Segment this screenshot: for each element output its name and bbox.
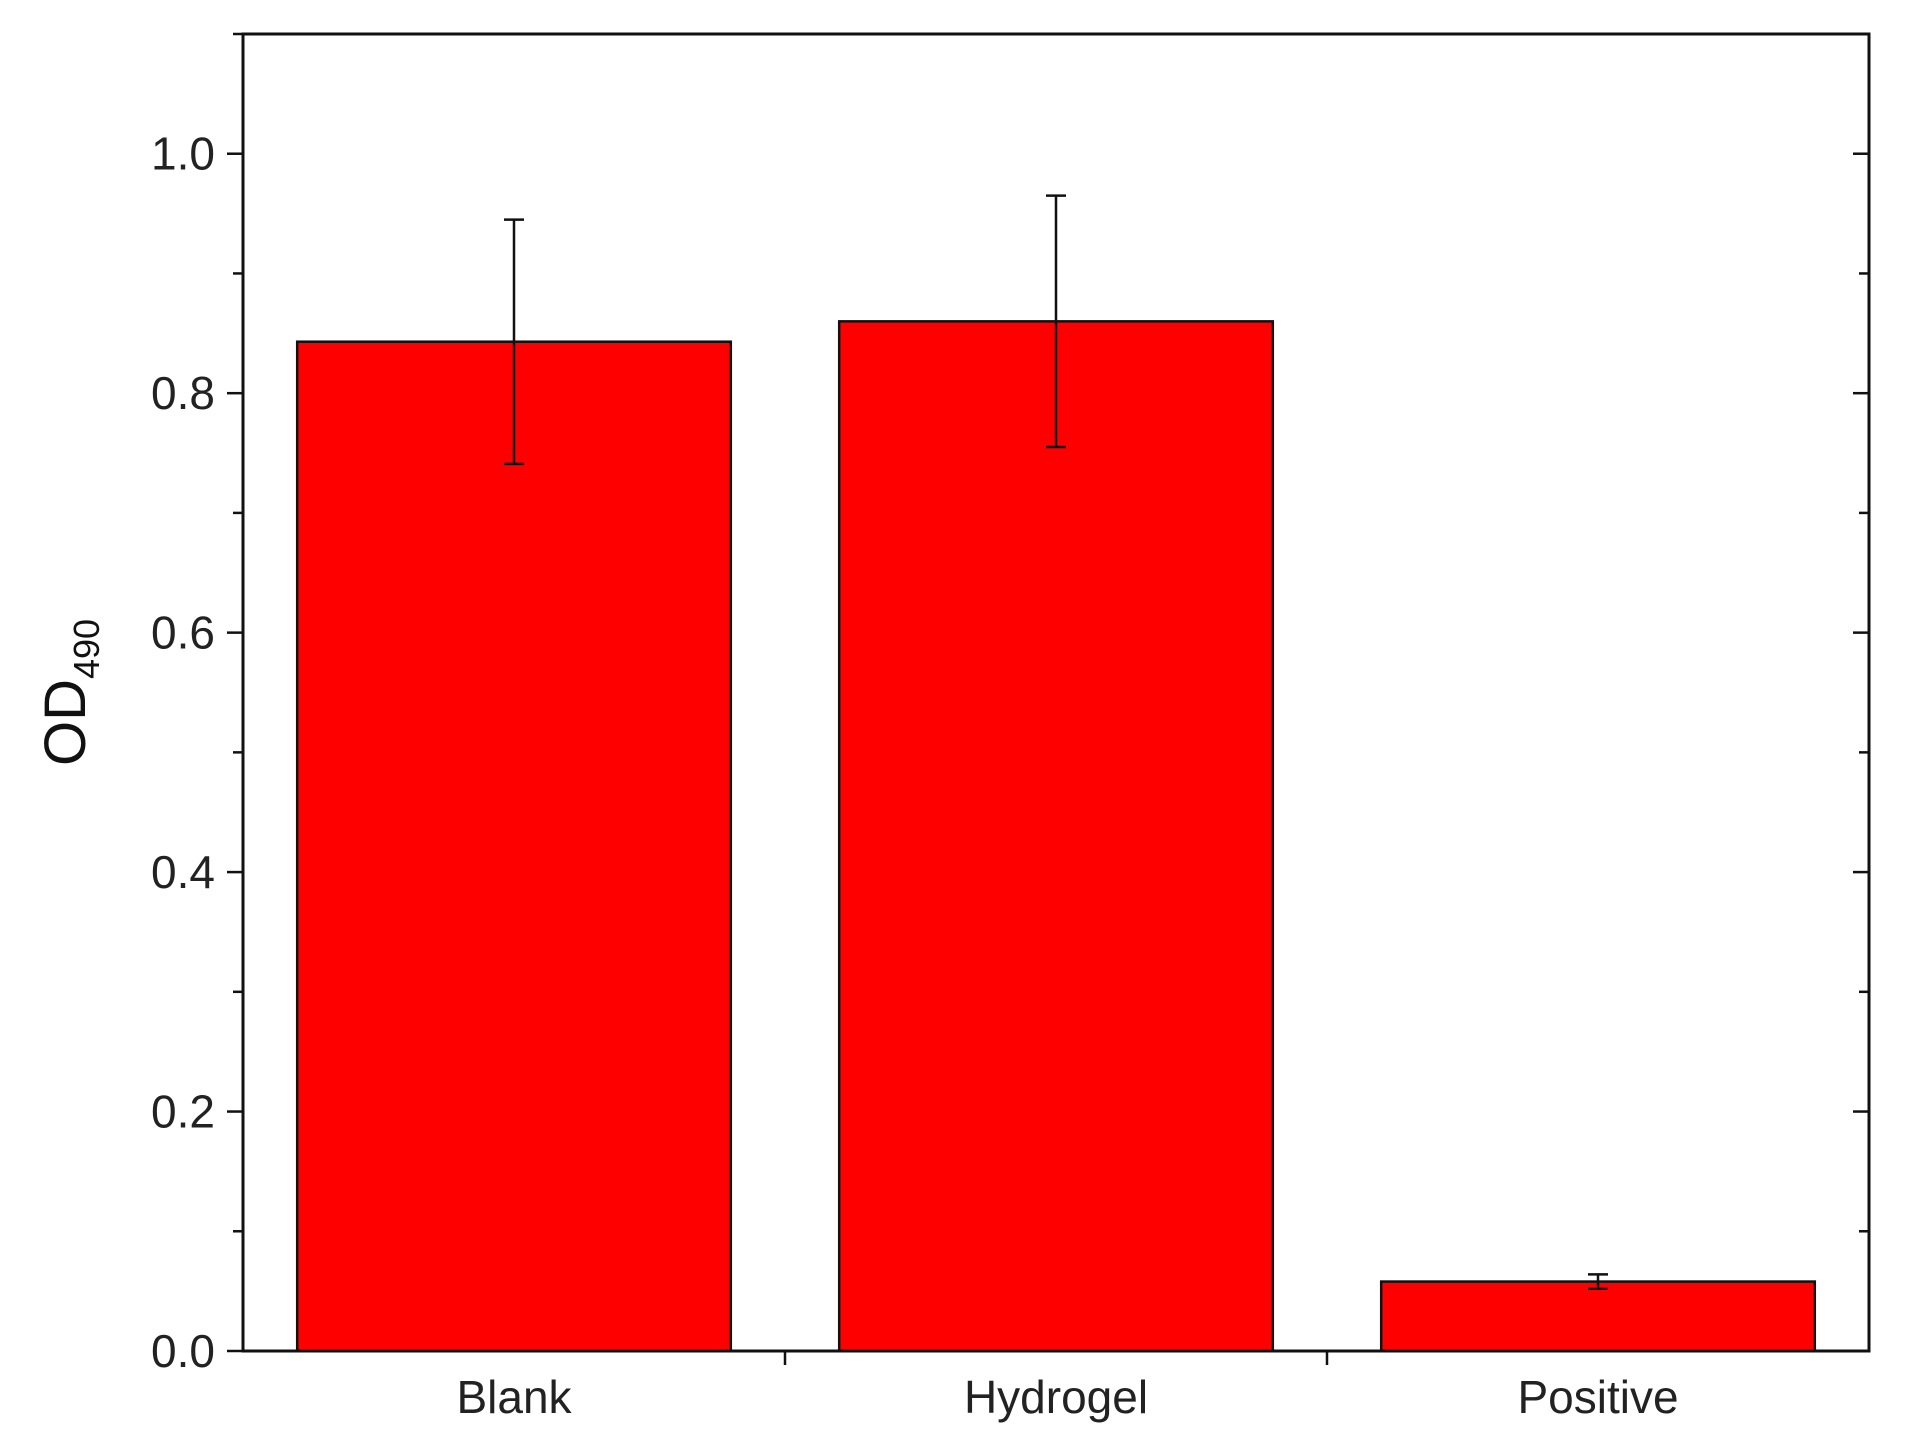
error-bar-blank bbox=[504, 218, 524, 466]
x-tick-label-hydrogel: Hydrogel bbox=[964, 1371, 1148, 1423]
bar-positive bbox=[1379, 1280, 1817, 1353]
error-bar-hydrogel bbox=[1046, 194, 1066, 449]
bar-hydrogel bbox=[837, 320, 1275, 1353]
ticks-layer bbox=[227, 32, 1869, 1365]
bar-blank bbox=[295, 340, 733, 1353]
y-axis-title-main: OD bbox=[33, 679, 98, 766]
y-tick-label: 0.8 bbox=[151, 367, 215, 419]
y-axis-title-subscript: 490 bbox=[66, 619, 107, 679]
y-tick-label: 0.6 bbox=[151, 607, 215, 659]
y-tick-label: 1.0 bbox=[151, 128, 215, 180]
error-bars-layer bbox=[504, 194, 1608, 1290]
plot-frame bbox=[241, 32, 1871, 1353]
y-tick-label: 0.2 bbox=[151, 1086, 215, 1138]
y-tick-label: 0.4 bbox=[151, 846, 215, 898]
error-bar-positive bbox=[1588, 1273, 1608, 1290]
y-tick-label: 0.0 bbox=[151, 1325, 215, 1377]
x-tick-label-blank: Blank bbox=[456, 1371, 572, 1423]
y-tick-labels: 0.0 0.2 0.4 0.6 0.8 1.0 bbox=[151, 128, 215, 1377]
x-tick-label-positive: Positive bbox=[1517, 1371, 1678, 1423]
x-tick-labels: Blank Hydrogel Positive bbox=[456, 1371, 1678, 1423]
bars-layer bbox=[295, 320, 1817, 1353]
y-axis-title: OD490 bbox=[33, 619, 107, 766]
